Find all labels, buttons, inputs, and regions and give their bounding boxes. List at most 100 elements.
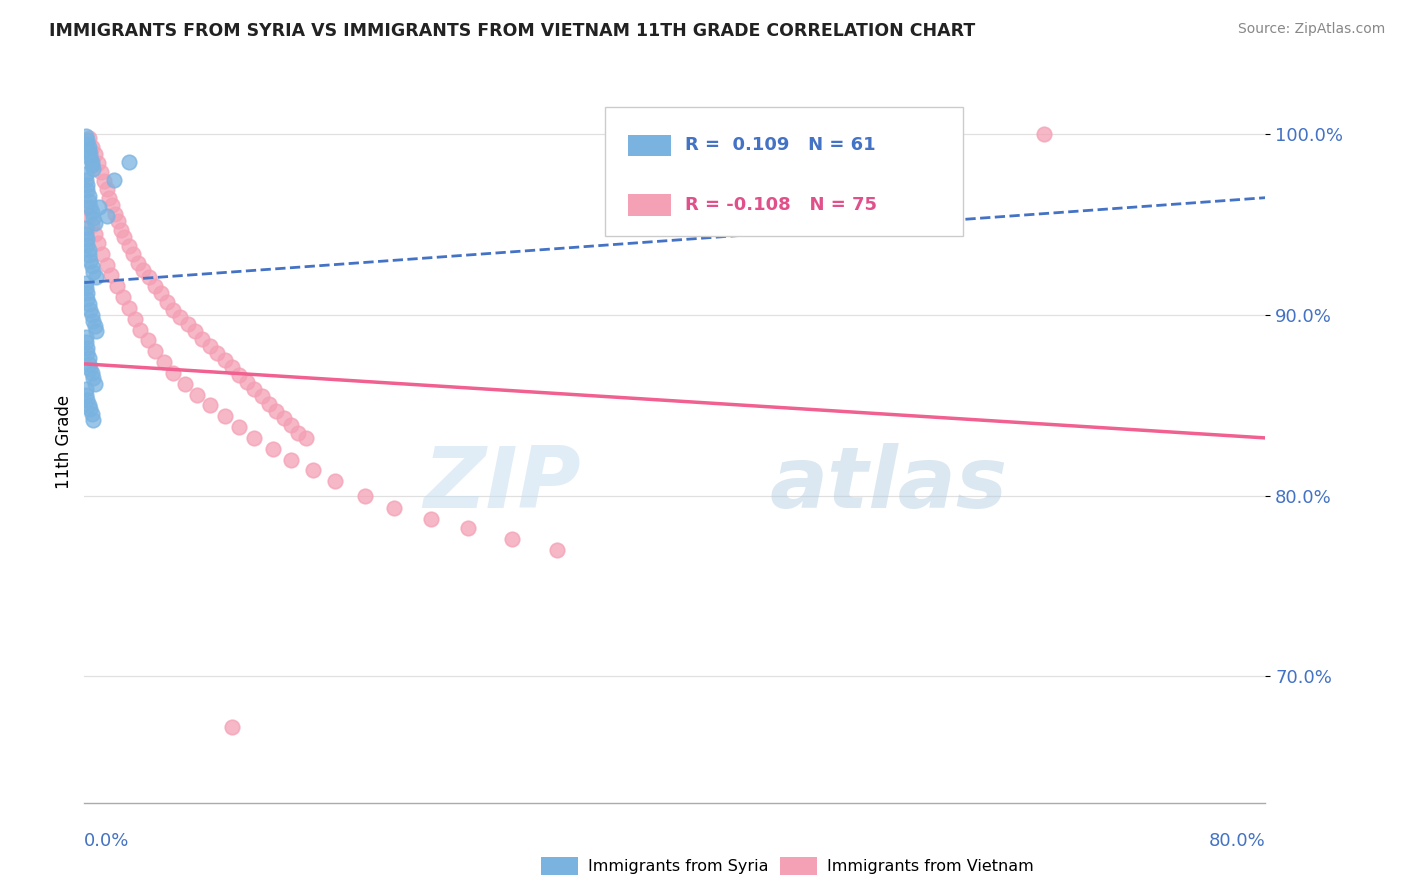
Point — [75, 330, 97, 344]
Point — [354, 489, 377, 503]
Point — [79, 147, 101, 161]
Point — [75, 335, 97, 350]
Point — [82, 371, 104, 385]
Point — [77, 297, 100, 311]
Point — [198, 339, 221, 353]
Point — [75, 200, 97, 214]
Point — [150, 286, 173, 301]
Point — [214, 409, 236, 424]
Point — [118, 301, 141, 315]
Text: atlas: atlas — [769, 443, 1008, 526]
Point — [76, 184, 98, 198]
Point — [77, 398, 100, 412]
Point — [83, 216, 105, 230]
Point — [77, 243, 100, 257]
Point — [77, 189, 100, 203]
Point — [100, 268, 122, 283]
Point — [1033, 128, 1056, 142]
Point — [82, 413, 104, 427]
Point — [103, 172, 125, 186]
Point — [262, 442, 284, 456]
Point — [75, 129, 97, 144]
Y-axis label: 11th Grade: 11th Grade — [55, 394, 73, 489]
Point — [162, 302, 184, 317]
Point — [80, 205, 103, 219]
Point — [86, 235, 108, 250]
Text: Source: ZipAtlas.com: Source: ZipAtlas.com — [1237, 22, 1385, 37]
Point — [501, 532, 523, 546]
Point — [107, 214, 129, 228]
Point — [156, 295, 179, 310]
Point — [546, 542, 568, 557]
Point — [75, 387, 97, 401]
Point — [79, 151, 101, 165]
Point — [76, 232, 98, 246]
Point — [91, 246, 114, 260]
Point — [295, 431, 318, 445]
Point — [79, 200, 101, 214]
Point — [75, 172, 97, 186]
Point — [228, 420, 250, 434]
Point — [138, 270, 160, 285]
Point — [93, 174, 115, 188]
Point — [186, 387, 208, 401]
Point — [214, 353, 236, 368]
Text: 80.0%: 80.0% — [1209, 831, 1265, 850]
Text: Immigrants from Vietnam: Immigrants from Vietnam — [827, 859, 1033, 873]
Point — [236, 375, 259, 389]
Point — [82, 161, 104, 176]
Point — [80, 154, 103, 169]
Point — [77, 194, 100, 209]
Point — [76, 346, 98, 360]
Point — [143, 344, 166, 359]
Point — [80, 308, 103, 322]
Text: R = -0.108   N = 75: R = -0.108 N = 75 — [685, 196, 877, 214]
Point — [96, 181, 118, 195]
Point — [207, 346, 229, 360]
Point — [162, 366, 184, 380]
Point — [80, 218, 103, 232]
Point — [228, 368, 250, 382]
Point — [382, 501, 406, 516]
Point — [257, 396, 280, 410]
Point — [221, 720, 243, 734]
Point — [96, 258, 118, 272]
Point — [76, 178, 98, 192]
Point — [118, 154, 141, 169]
Point — [87, 200, 111, 214]
Point — [79, 402, 101, 417]
Point — [110, 223, 132, 237]
Text: Immigrants from Syria: Immigrants from Syria — [588, 859, 768, 873]
Point — [83, 318, 105, 333]
Point — [90, 165, 112, 179]
Point — [280, 418, 302, 433]
Point — [325, 475, 347, 489]
Point — [184, 324, 207, 338]
Point — [75, 221, 97, 235]
Point — [75, 276, 97, 290]
Point — [96, 209, 118, 223]
Point — [83, 227, 105, 241]
Point — [75, 227, 97, 241]
Point — [80, 366, 103, 380]
Point — [153, 355, 176, 369]
Point — [77, 209, 100, 223]
Point — [83, 147, 105, 161]
Point — [143, 279, 166, 293]
Point — [191, 332, 214, 346]
Point — [105, 279, 128, 293]
Point — [173, 376, 195, 391]
Text: 0.0%: 0.0% — [84, 831, 129, 850]
Point — [76, 133, 98, 147]
Point — [79, 362, 101, 376]
Point — [79, 253, 101, 268]
Point — [77, 351, 100, 366]
Point — [221, 360, 243, 375]
Point — [243, 382, 266, 396]
Point — [302, 463, 325, 477]
Point — [98, 191, 121, 205]
Point — [83, 376, 105, 391]
Point — [75, 167, 97, 181]
Point — [112, 230, 135, 244]
Point — [77, 131, 100, 145]
